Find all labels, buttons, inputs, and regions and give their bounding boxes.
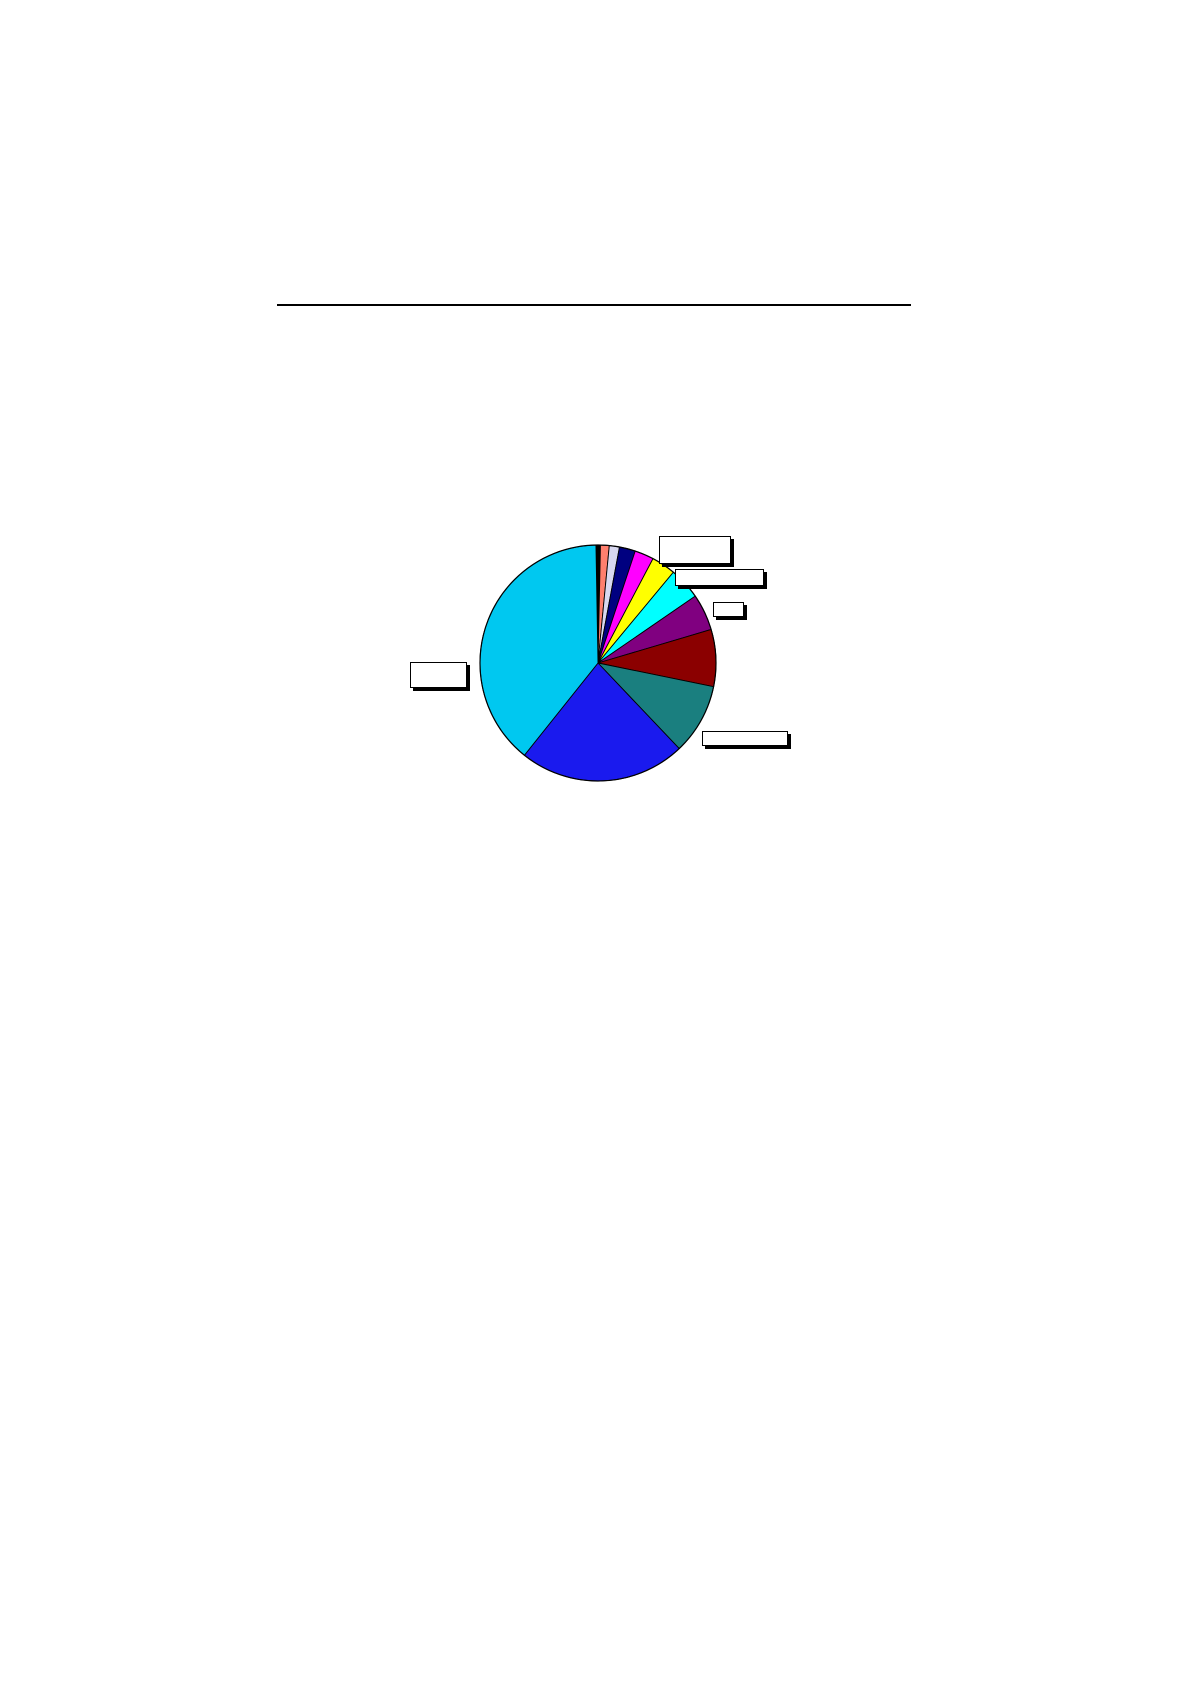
callout-box-top[interactable]: [659, 536, 731, 564]
header-divider-rule: [277, 304, 911, 306]
callout-box-right[interactable]: [713, 602, 744, 617]
callout-box-upper-right[interactable]: [675, 569, 764, 586]
pie-outline-circle: [479, 544, 717, 782]
callout-box-bottom-right[interactable]: [702, 731, 788, 746]
callout-box-left[interactable]: [410, 662, 467, 688]
